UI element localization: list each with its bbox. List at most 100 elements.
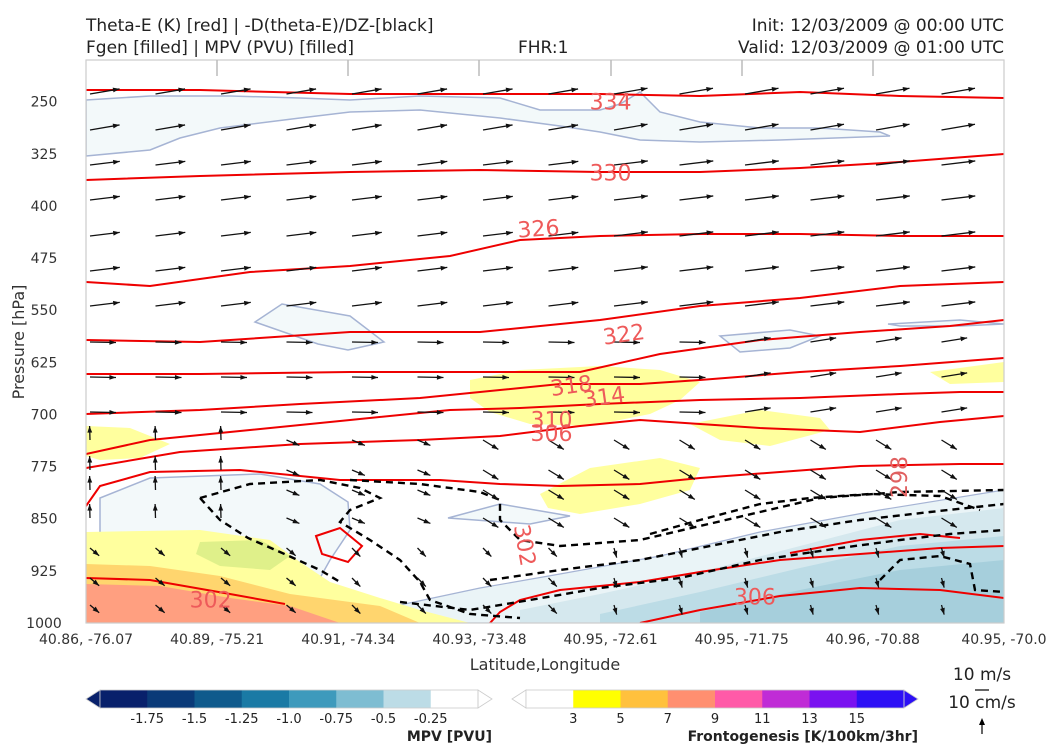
wind-vector (679, 230, 714, 237)
wind-vector (744, 406, 771, 413)
init-time: Init: 12/03/2009 @ 00:00 UTC (751, 16, 1004, 36)
x-tick-1: 40.89, -75.21 (170, 632, 264, 648)
wind-vector (286, 439, 300, 447)
wind-vector (940, 604, 945, 615)
wind-vector (744, 159, 779, 166)
vector-key: 10 m/s 10 cm/s (948, 665, 1016, 734)
wind-vector (417, 439, 431, 447)
mpv-colorbar-tick-3: -1.0 (276, 712, 301, 727)
mpv-colorbar-title: MPV [PVU] (407, 729, 492, 745)
wind-vector (744, 300, 779, 307)
wind-vector (286, 547, 297, 557)
vector-key-v-arrowhead (979, 718, 985, 725)
wind-vector (482, 374, 510, 380)
wind-vector (875, 489, 892, 500)
wind-vector (286, 469, 300, 477)
wind-vector (613, 122, 648, 131)
wind-vector (417, 577, 427, 588)
wind-vector (941, 439, 958, 450)
wind-vector (351, 87, 382, 95)
wind-vector (678, 577, 683, 588)
fgen-colorbar-swatch-0 (526, 690, 574, 708)
wind-vector (941, 86, 976, 95)
wind-vector (220, 604, 231, 614)
wind-vector (743, 547, 749, 558)
wind-vector (548, 469, 565, 480)
wind-vector (218, 503, 224, 519)
wind-vector (612, 547, 618, 558)
wind-vector (548, 439, 565, 450)
wind-vector (613, 439, 630, 450)
wind-vector (548, 123, 579, 131)
wind-vector (286, 409, 313, 415)
theta-e-label-3: 322 (601, 320, 646, 351)
wind-vector (286, 577, 297, 587)
wind-vector (810, 86, 845, 95)
x-tick-2: 40.91, -74.34 (301, 632, 395, 648)
wind-vector (809, 547, 814, 558)
wind-vector (286, 339, 313, 345)
wind-vector (155, 547, 166, 557)
wind-vector (744, 86, 779, 95)
wind-vector (155, 577, 166, 587)
wind-vector (351, 489, 366, 497)
wind-vector (155, 87, 186, 95)
wind-vector (875, 371, 902, 378)
fgen-colorbar-tick-3: 9 (711, 712, 719, 727)
wind-vector (220, 123, 251, 131)
theta-e-label-8: 302 (190, 588, 232, 613)
wind-vector (744, 439, 761, 450)
wind-vector (613, 265, 648, 272)
fgen-colorbar-right-end (903, 689, 919, 709)
wind-vector (874, 547, 880, 558)
wind-vector (743, 604, 749, 615)
theta-e-label-9: 302 (508, 523, 540, 569)
mpv-colorbar-swatch-1 (147, 690, 195, 708)
wind-vector (679, 374, 706, 380)
fgen-colorbar-tick-6: 15 (848, 712, 865, 727)
wind-vector (286, 300, 317, 307)
mpv-colorbar-tick-1: -1.5 (182, 712, 207, 727)
wind-vector (613, 517, 630, 528)
wind-vector (87, 503, 93, 519)
wind-vector (679, 409, 706, 415)
theta-e-label-7: 306 (531, 422, 573, 447)
wind-vector (482, 489, 499, 500)
wind-vector (89, 374, 117, 380)
wind-vector (744, 469, 761, 480)
wind-vector (351, 230, 382, 237)
fgen-colorbar-title: Frontogenesis [K/100km/3hr] (688, 729, 918, 745)
mpv-colorbar-tick-4: -0.75 (319, 712, 353, 727)
wind-vector (613, 469, 630, 480)
wind-vector (417, 265, 448, 272)
wind-vector (810, 489, 827, 500)
theta-e-label-6: 310 (531, 408, 573, 433)
wind-vector (679, 300, 714, 307)
wind-vector (351, 339, 379, 345)
wind-vector (613, 489, 630, 500)
wind-vector (613, 409, 641, 415)
wind-vector (941, 469, 958, 480)
fgen-colorbar-tick-4: 11 (754, 712, 771, 727)
wind-vector (875, 336, 902, 343)
x-tick-3: 40.93, -73.48 (432, 632, 526, 648)
wind-vector (875, 517, 892, 528)
wind-vector (218, 475, 224, 491)
wind-vector (220, 409, 248, 415)
wind-vector (941, 159, 976, 166)
wind-vector (875, 300, 910, 307)
wind-vector (482, 123, 513, 131)
x-tick-6: 40.96, -70.88 (826, 632, 920, 648)
top-ticks (216, 60, 874, 76)
wind-vector (351, 123, 382, 131)
plot-frame (85, 59, 1005, 624)
wind-vector (417, 87, 448, 95)
wind-vector (351, 517, 366, 525)
mpv-colorbar-tick-5: -0.5 (371, 712, 396, 727)
x-tick-5: 40.95, -71.75 (695, 632, 789, 648)
wind-vector (155, 159, 186, 166)
wind-vector (286, 517, 300, 525)
wind-vector (678, 604, 683, 615)
wind-vector (940, 577, 945, 588)
wind-vector (351, 439, 366, 447)
